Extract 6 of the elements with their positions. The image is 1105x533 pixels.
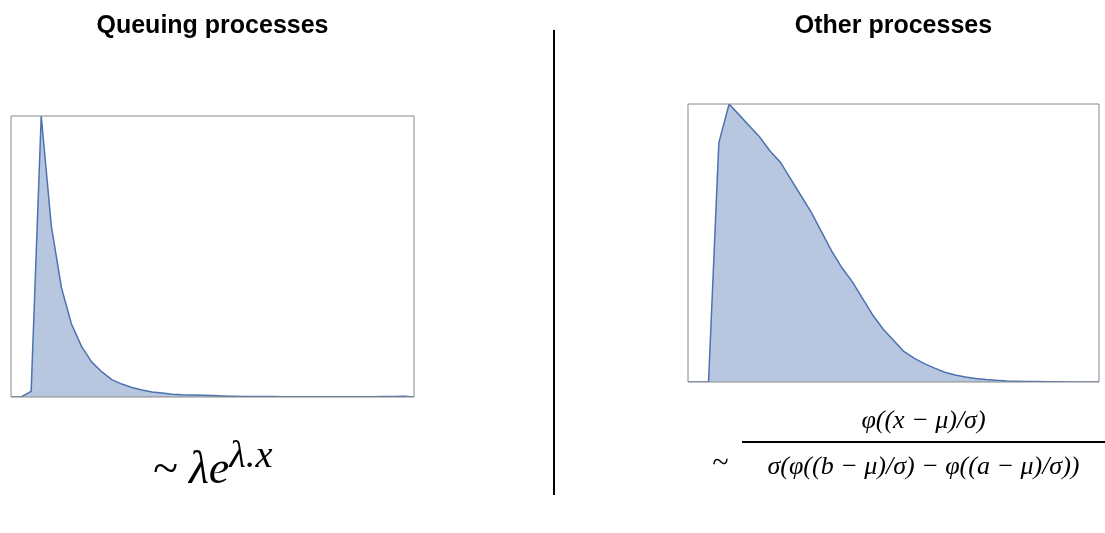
text: σ(φ((b − μ)/σ) − φ((a − μ)/σ))	[742, 441, 1105, 481]
chart-title: Queuing processes	[95, 10, 330, 39]
text: φ((x − μ)/σ)	[860, 405, 987, 436]
text: ~	[712, 445, 729, 479]
text: ~ λe$^{λ.x}$	[151, 432, 274, 495]
chart-title: Other processes	[793, 10, 994, 39]
